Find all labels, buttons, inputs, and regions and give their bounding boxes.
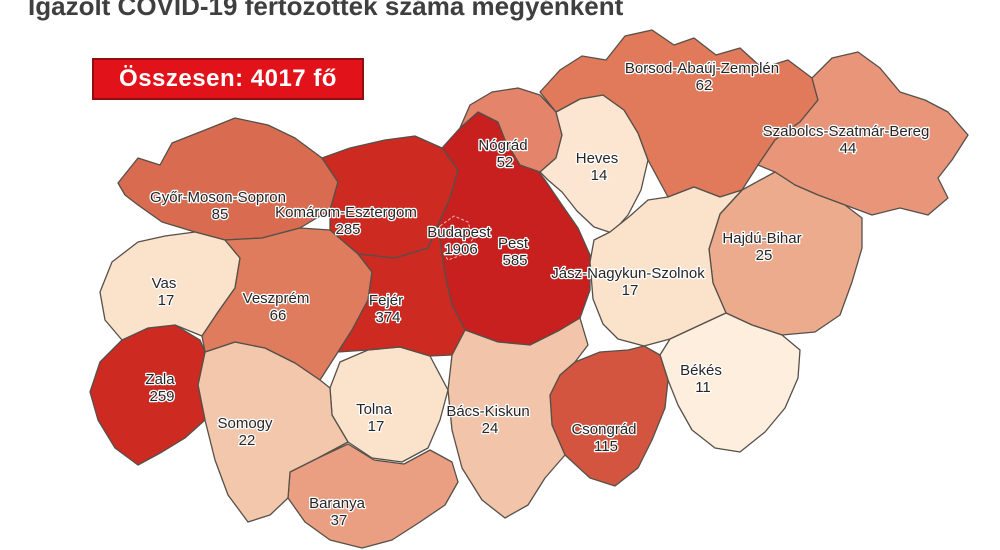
county-name-tolna: Tolna [356, 401, 393, 418]
county-value-hajdu-bihar: 25 [756, 247, 773, 264]
county-value-somogy: 22 [239, 432, 256, 449]
total-label: Összesen: 4017 fő [119, 65, 337, 92]
county-value-zala: 259 [149, 388, 174, 405]
page-title: Igazolt COVID-19 fertőzöttek száma megyé… [28, 0, 624, 21]
county-name-borsod-abauj-zemplen: Borsod-Abaúj-Zemplén [625, 60, 779, 77]
county-zala [89, 324, 206, 466]
county-name-somogy: Somogy [217, 415, 273, 432]
county-name-bacs-kiskun: Bács-Kiskun [446, 403, 529, 420]
county-value-bekes: 11 [695, 379, 711, 396]
county-value-pest: 585 [502, 252, 527, 269]
county-value-vas: 17 [158, 292, 175, 309]
county-name-budapest: Budapest [427, 224, 491, 241]
county-name-zala: Zala [145, 371, 175, 388]
county-name-bekes: Békés [680, 362, 722, 379]
county-szabolcs-szatmar-bereg [757, 51, 969, 216]
county-name-komarom-esztergom: Komárom-Esztergom [275, 204, 417, 221]
county-name-vas: Vas [152, 275, 177, 292]
county-value-komarom-esztergom: 285 [335, 221, 360, 238]
county-value-szabolcs-szatmar-bereg: 44 [840, 140, 857, 157]
county-name-heves: Heves [576, 150, 619, 167]
county-value-budapest: 1906 [444, 241, 477, 258]
county-value-csongrad: 115 [594, 438, 618, 455]
county-name-jasz-nagykun-szolnok: Jász-Nagykun-Szolnok [551, 265, 705, 282]
county-veszprem [201, 227, 373, 381]
county-jasz-nagykun-szolnok [589, 186, 743, 347]
county-fejer [337, 224, 466, 357]
county-bekes [659, 312, 801, 453]
county-value-fejer: 374 [375, 309, 400, 326]
county-baranya [287, 443, 459, 549]
county-name-hajdu-bihar: Hajdú-Bihar [722, 230, 801, 247]
total-badge: Összesen: 4017 fő [92, 58, 364, 100]
county-value-jasz-nagykun-szolnok: 17 [622, 282, 639, 299]
county-value-nograd: 52 [497, 154, 514, 171]
county-name-csongrad: Csongrád [571, 421, 636, 438]
county-name-baranya: Baranya [309, 495, 366, 512]
county-name-pest: Pest [498, 235, 529, 252]
county-value-baranya: 37 [331, 512, 348, 529]
county-name-fejer: Fejér [369, 292, 403, 309]
county-name-veszprem: Veszprém [243, 290, 310, 307]
county-value-tolna: 17 [368, 418, 385, 435]
county-value-bacs-kiskun: 24 [482, 420, 499, 437]
county-name-gyor-moson-sopron: Győr-Moson-Sopron [150, 189, 286, 206]
county-name-szabolcs-szatmar-bereg: Szabolcs-Szatmár-Bereg [763, 123, 930, 140]
county-name-nograd: Nógrád [478, 137, 527, 154]
county-value-gyor-moson-sopron: 85 [212, 206, 229, 223]
county-value-borsod-abauj-zemplen: 62 [696, 77, 713, 94]
county-bacs-kiskun [447, 317, 589, 519]
county-value-veszprem: 66 [270, 307, 287, 324]
county-value-heves: 14 [591, 167, 608, 184]
